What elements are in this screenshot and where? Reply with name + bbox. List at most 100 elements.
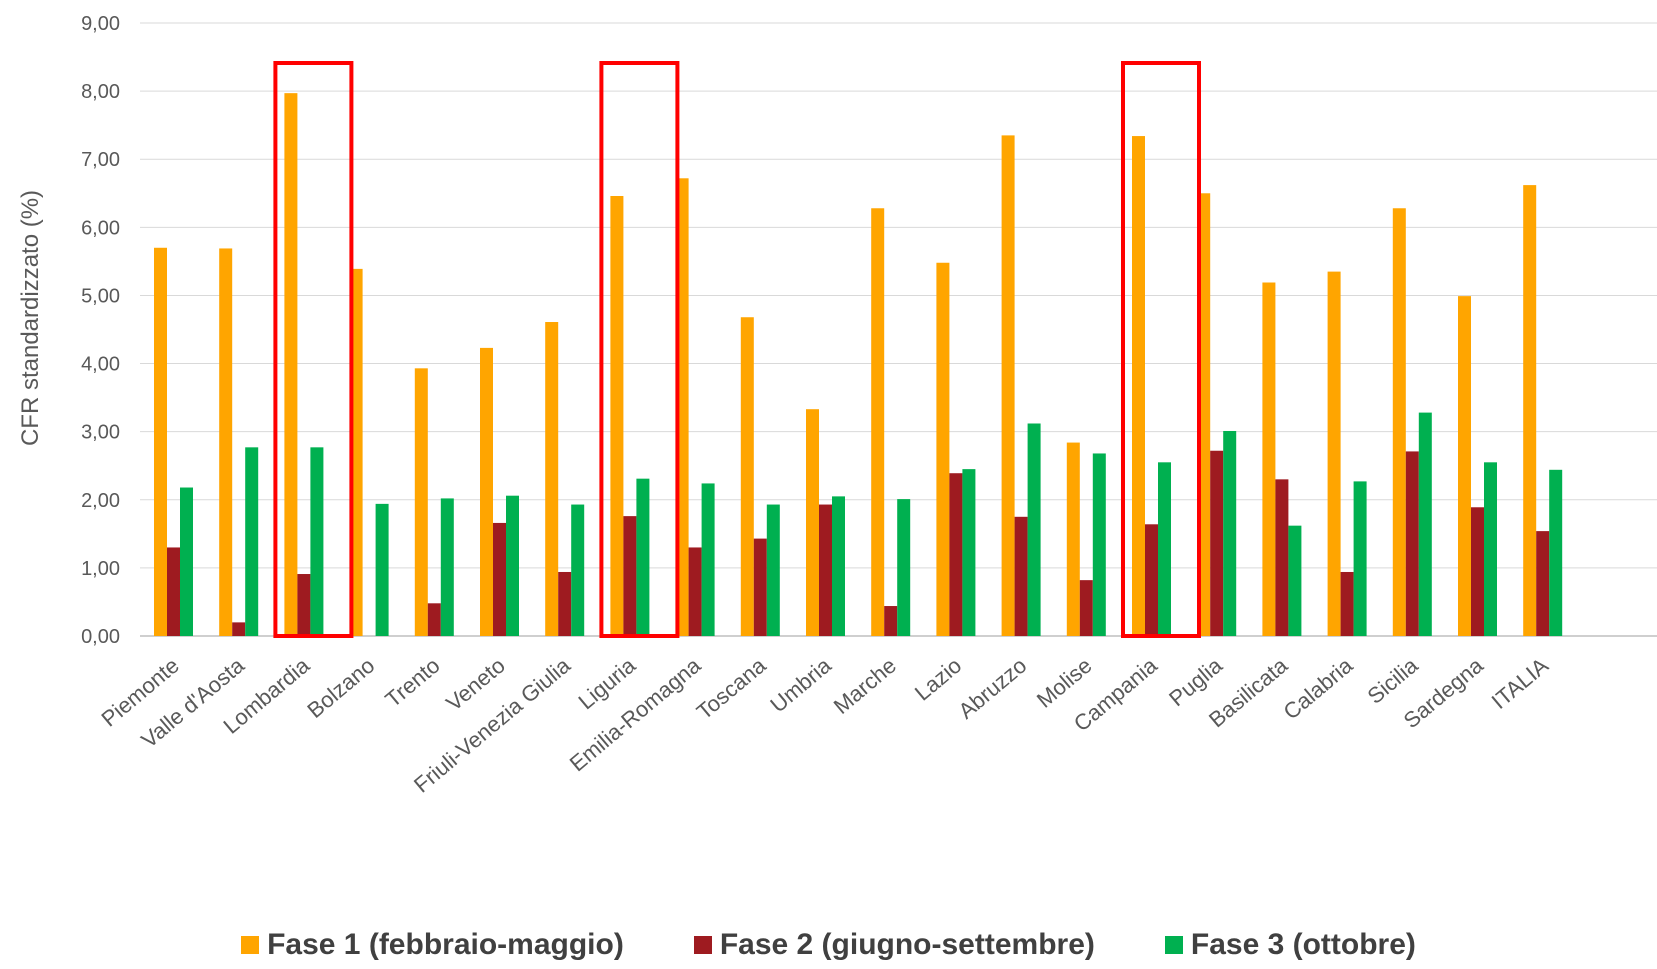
bar-sardegna-s3 [1484,462,1497,636]
bar-lombardia-s3 [310,447,324,636]
bar-abruzzo-s1 [1001,135,1015,636]
bar-umbria-s1 [806,409,819,636]
bar-veneto-s1 [480,347,493,636]
y-tick-label: 5,00 [81,285,120,307]
bar-trento-s2 [427,603,441,636]
bar-bolzano-s3 [375,503,389,636]
bar-veneto-s2 [493,522,506,636]
x-tick-label: Abruzzo [954,653,1032,724]
legend-label-fase2: Fase 2 (giugno-settembre) [719,928,1095,961]
bar-calabria-s2 [1340,571,1354,636]
bars [154,93,1563,637]
bar-chart: 0,00 1,00 2,00 3,00 4,00 5,00 6,00 7,00 8,00 9,00… [17,13,1657,798]
bar-campania-s2 [1145,524,1158,636]
bar-valle-d-aosta-s3 [245,447,259,636]
legend-item-fase2: Fase 2 (giugno-settembre) [693,925,1095,965]
bar-calabria-s1 [1327,271,1341,636]
x-tick-label: Marche [829,653,901,719]
bar-lazio-s1 [936,262,950,636]
y-axis-title: CFR standardizzato (%) [17,190,44,446]
legend: Fase 1 (febbraio-maggio) Fase 2 (giugno-… [0,925,1657,965]
bar-emilia-romagna-s3 [701,483,715,636]
bar-italia-s2 [1536,531,1550,636]
y-tick-label: 8,00 [81,81,120,103]
bar-liguria-s3 [636,478,650,636]
bar-valle-d-aosta-s2 [232,622,246,636]
bar-lombardia-s2 [297,574,311,636]
bar-liguria-s1 [610,196,624,636]
bar-abruzzo-s2 [1014,516,1028,636]
bar-sardegna-s1 [1458,296,1471,636]
bar-toscana-s2 [753,538,767,636]
bar-sicilia-s1 [1392,208,1406,637]
bar-puglia-s2 [1210,450,1224,636]
highlight-box-lombardia [273,61,354,638]
y-tick-label: 4,00 [81,354,120,376]
bar-veneto-s3 [506,495,519,636]
bar-toscana-s1 [740,317,754,636]
x-tick-label: Bolzano [302,653,379,723]
bar-molise-s1 [1066,442,1080,636]
bar-lazio-s2 [949,473,963,636]
x-tick-label: Umbria [765,652,836,717]
highlight-boxes [273,61,1201,638]
bar-trento-s3 [440,498,454,636]
bar-trento-s1 [414,368,428,636]
legend-swatch-fase1 [241,936,260,954]
bar-basilicata-s2 [1275,479,1289,636]
y-tick-label: 0,00 [81,626,120,648]
highlight-box-campania [1121,61,1201,638]
bar-molise-s2 [1079,580,1093,636]
bar-liguria-s2 [623,516,637,636]
bar-calabria-s3 [1353,481,1367,636]
bar-basilicata-s1 [1262,282,1276,636]
x-tick-label: ITALIA [1487,652,1554,714]
bar-friuli-venezia-giulia-s3 [571,504,585,636]
bar-campania-s1 [1132,136,1145,636]
legend-label-fase1: Fase 1 (febbraio-maggio) [267,928,624,961]
bar-sardegna-s2 [1471,507,1484,636]
x-tick-label: Lazio [910,653,966,706]
bar-marche-s2 [884,606,898,636]
y-tick-label: 9,00 [81,13,120,35]
x-tick-label: Trento [380,653,444,713]
bar-puglia-s3 [1223,430,1237,636]
bar-piemonte-s1 [154,247,167,636]
bar-piemonte-s3 [180,487,193,636]
bar-campania-s3 [1158,462,1171,636]
y-tick-label: 6,00 [81,217,120,239]
y-tick-label: 3,00 [81,422,120,444]
y-tick-label: 2,00 [81,490,120,512]
bar-marche-s3 [897,499,911,636]
bar-umbria-s3 [832,496,845,636]
x-tick-label: Toscana [692,652,771,724]
y-tick-label: 7,00 [81,149,120,171]
bar-umbria-s2 [819,504,832,636]
bar-friuli-venezia-giulia-s1 [545,322,559,636]
bar-abruzzo-s3 [1027,423,1041,636]
bar-lombardia-s1 [284,93,298,637]
bar-valle-d-aosta-s1 [219,248,233,636]
legend-swatch-fase2 [693,936,712,954]
bar-italia-s3 [1549,469,1563,636]
bar-marche-s1 [871,208,885,637]
gridlines [140,22,1657,637]
bar-emilia-romagna-s2 [688,547,702,636]
bar-lazio-s3 [962,469,976,636]
bar-friuli-venezia-giulia-s2 [558,571,572,636]
y-axis-ticks: 0,00 1,00 2,00 3,00 4,00 5,00 6,00 7,00 8,00 9,00 [81,13,120,648]
bar-toscana-s3 [766,504,780,636]
legend-label-fase3: Fase 3 (ottobre) [1190,928,1416,961]
x-tick-label: Calabria [1279,652,1358,724]
y-tick-label: 1,00 [81,558,120,580]
bar-piemonte-s2 [167,547,180,636]
highlight-box-liguria [599,61,680,638]
bar-sicilia-s3 [1418,412,1432,636]
legend-item-fase1: Fase 1 (febbraio-maggio) [241,925,624,965]
legend-item-fase3: Fase 3 (ottobre) [1164,925,1416,965]
bar-sicilia-s2 [1405,451,1419,636]
bar-italia-s1 [1523,185,1537,637]
bar-molise-s3 [1092,453,1106,636]
bar-basilicata-s3 [1288,525,1302,636]
